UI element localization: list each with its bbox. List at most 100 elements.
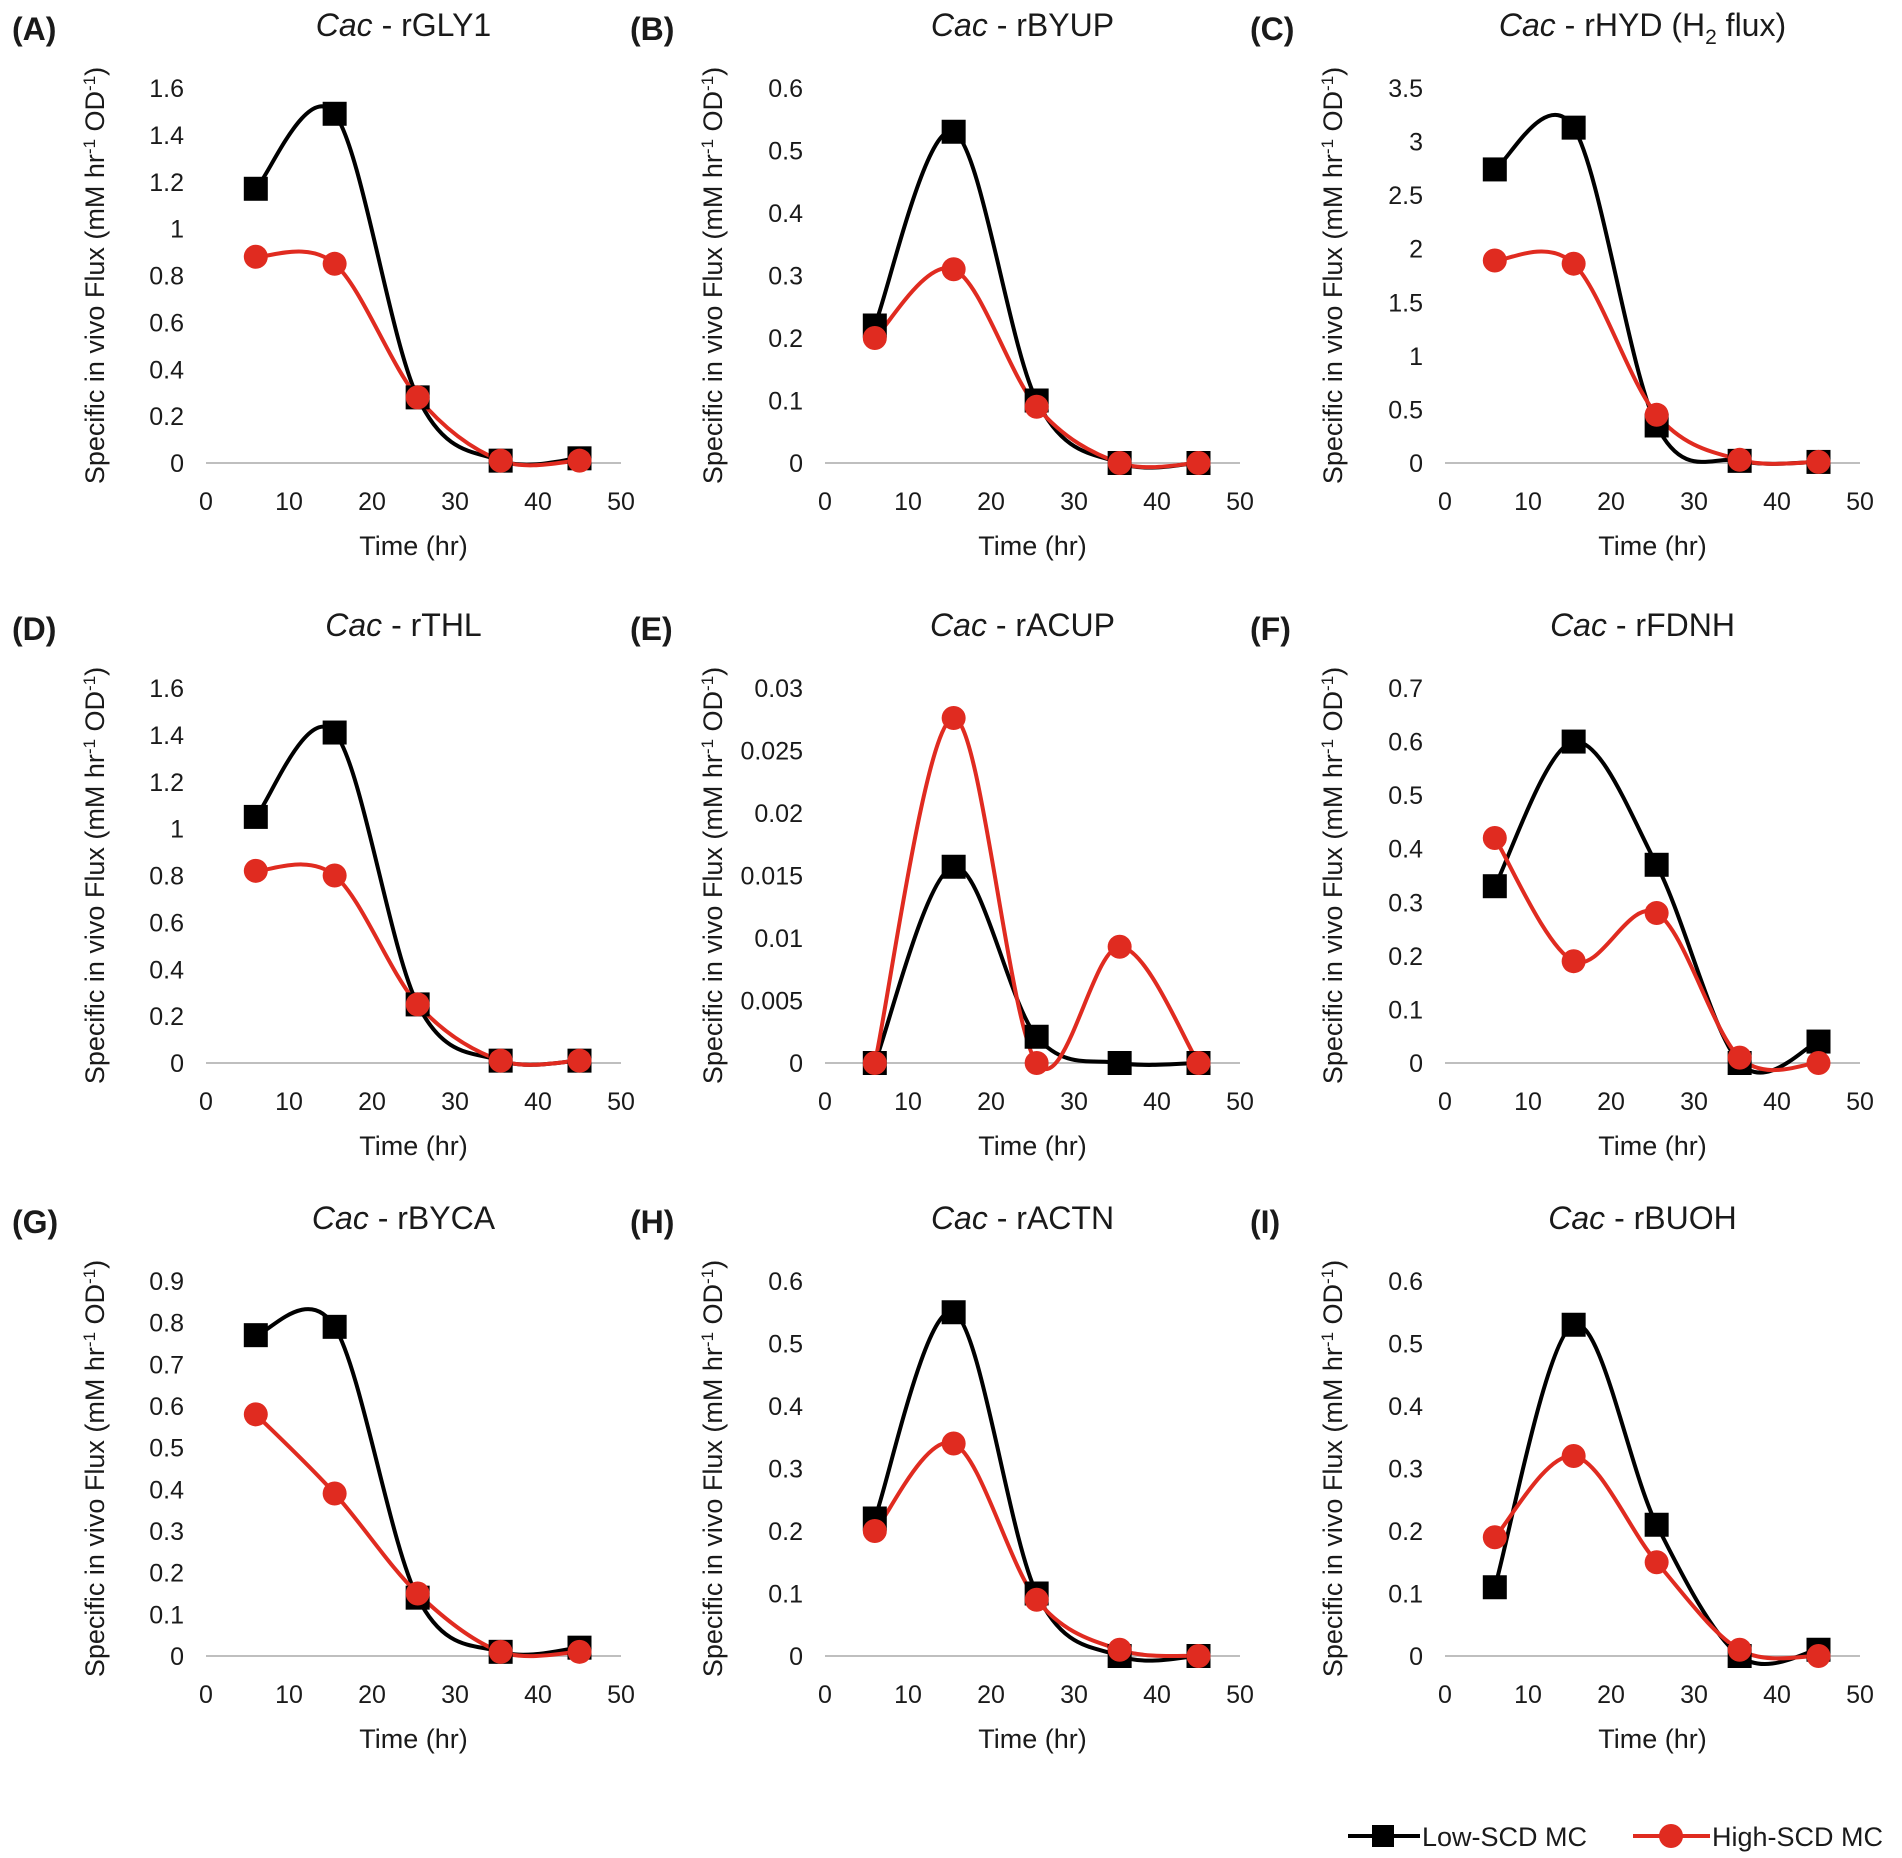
y-tick-label: 0.3 — [768, 263, 803, 291]
x-tick-label: 10 — [894, 488, 922, 516]
y-tick-label: 0.4 — [768, 200, 803, 228]
y-tick-label: 0 — [1409, 450, 1423, 478]
y-tick-label: 0.8 — [149, 1310, 184, 1338]
x-tick-label: 20 — [358, 1088, 386, 1116]
chart-panel-h: (H) Cac - rACTN 0 0.1 0.2 0.3 0.4 0.5 0.6 0 10 20 30… — [630, 1200, 1254, 1754]
x-tick-label: 40 — [1763, 1088, 1791, 1116]
y-axis-label: Specific in vivo Flux (mM hr-1 OD-1) — [1318, 67, 1349, 484]
series-line-high-scd — [255, 249, 580, 468]
x-tick-label: 30 — [1060, 488, 1088, 516]
x-tick-label: 40 — [524, 1088, 552, 1116]
y-tick-label: 0.1 — [768, 388, 803, 416]
y-tick-label: 0 — [1409, 1643, 1423, 1671]
x-axis-label: Time (hr) — [359, 1131, 468, 1161]
y-tick-label: 0.4 — [1388, 836, 1423, 864]
chart-title: Cac - rACTN — [931, 1200, 1114, 1236]
data-point-high-scd — [1186, 1051, 1211, 1075]
data-point-high-scd — [1482, 248, 1507, 273]
x-tick-label: 40 — [1763, 1681, 1791, 1709]
data-point-high-scd — [567, 1639, 592, 1664]
x-tick-label: 0 — [1438, 488, 1452, 516]
x-tick-label: 20 — [358, 488, 386, 516]
data-point-low-scd — [1561, 1312, 1586, 1337]
data-point-high-scd — [322, 1481, 347, 1506]
y-tick-label: 0.6 — [768, 75, 803, 103]
y-tick-label: 0.6 — [149, 309, 184, 337]
y-tick-label: 1.4 — [149, 122, 184, 150]
data-point-high-scd — [1107, 1637, 1132, 1662]
series-line-low-scd — [1492, 1322, 1819, 1667]
x-axis-label: Time (hr) — [1598, 531, 1707, 561]
data-point-high-scd — [1727, 1637, 1752, 1662]
y-tick-label: 1.6 — [149, 675, 184, 703]
data-point-low-scd — [1644, 1512, 1669, 1537]
y-tick-label: 0.6 — [1388, 729, 1423, 757]
x-tick-label: 50 — [607, 1088, 635, 1116]
y-tick-label: 0.8 — [149, 263, 184, 291]
y-tick-label: 0.4 — [768, 1393, 803, 1421]
x-axis-label: Time (hr) — [359, 531, 468, 561]
series-line-high-scd — [254, 1412, 580, 1659]
data-point-high-scd — [567, 448, 592, 473]
panel-label: (C) — [1250, 11, 1294, 47]
y-tick-label: 0.1 — [1388, 996, 1423, 1024]
data-point-high-scd — [1561, 1444, 1586, 1468]
y-tick-label: 0.8 — [149, 863, 184, 891]
y-tick-label: 0.3 — [1388, 889, 1423, 917]
x-tick-label: 20 — [1597, 1088, 1625, 1116]
data-point-low-scd — [1806, 1029, 1831, 1054]
data-point-high-scd — [405, 385, 430, 410]
data-point-high-scd — [567, 1048, 592, 1073]
x-axis-label: Time (hr) — [359, 1724, 468, 1754]
x-tick-label: 20 — [1597, 1681, 1625, 1709]
data-point-high-scd — [941, 706, 966, 730]
y-tick-label: 0 — [170, 1050, 184, 1078]
chart-title: Cac - rHYD (H2 flux) — [1499, 7, 1786, 49]
x-tick-label: 40 — [1143, 488, 1171, 516]
data-point-low-scd — [1561, 729, 1586, 754]
data-point-low-scd — [322, 1314, 347, 1339]
data-point-high-scd — [1024, 1051, 1049, 1075]
panel-label: (D) — [12, 611, 56, 647]
x-tick-label: 10 — [894, 1088, 922, 1116]
y-tick-label: 0.015 — [740, 863, 803, 891]
panel-label: (F) — [1250, 611, 1291, 647]
x-tick-label: 50 — [1226, 488, 1254, 516]
y-tick-label: 0 — [789, 450, 803, 478]
x-tick-label: 0 — [818, 1681, 832, 1709]
panel-label: (E) — [630, 611, 673, 647]
chart-title: Cac - rBYUP — [931, 7, 1114, 43]
panel-label: (I) — [1250, 1204, 1280, 1240]
y-tick-label: 0.5 — [768, 138, 803, 166]
panel-label: (B) — [630, 11, 674, 47]
data-point-low-scd — [322, 101, 347, 126]
y-tick-label: 0.6 — [1388, 1268, 1423, 1296]
panel-label: (A) — [12, 11, 56, 47]
data-point-high-scd — [1482, 1525, 1507, 1550]
y-tick-label: 0.6 — [149, 1393, 184, 1421]
y-axis-label: Specific in vivo Flux (mM hr-1 OD-1) — [80, 67, 111, 484]
y-axis-label: Specific in vivo Flux (mM hr-1 OD-1) — [1318, 1260, 1349, 1677]
chart-panel-e: (E) Cac - rACUP 0 0.005 0.01 0.015 0.02 0.025 0.… — [630, 607, 1254, 1161]
data-point-high-scd — [322, 251, 347, 276]
x-axis-label: Time (hr) — [1598, 1724, 1707, 1754]
legend: Low-SCD MC High-SCD MC — [1348, 1822, 1883, 1852]
data-point-high-scd — [1644, 1550, 1669, 1575]
x-tick-label: 20 — [977, 488, 1005, 516]
x-tick-label: 0 — [199, 1088, 213, 1116]
x-tick-label: 10 — [1514, 1088, 1542, 1116]
data-point-high-scd — [1561, 949, 1586, 974]
data-point-high-scd — [1561, 251, 1586, 276]
data-point-high-scd — [862, 1051, 887, 1075]
chart-title: Cac - rFDNH — [1550, 607, 1735, 643]
data-point-high-scd — [1024, 394, 1049, 419]
x-tick-label: 10 — [894, 1681, 922, 1709]
x-tick-label: 40 — [524, 488, 552, 516]
series-line-high-scd — [1494, 249, 1819, 466]
y-tick-label: 3 — [1409, 129, 1423, 157]
data-point-high-scd — [322, 863, 347, 888]
y-tick-label: 0 — [170, 1643, 184, 1671]
x-tick-label: 20 — [977, 1088, 1005, 1116]
y-tick-label: 1 — [170, 216, 184, 244]
series-line-high-scd — [873, 1440, 1199, 1659]
